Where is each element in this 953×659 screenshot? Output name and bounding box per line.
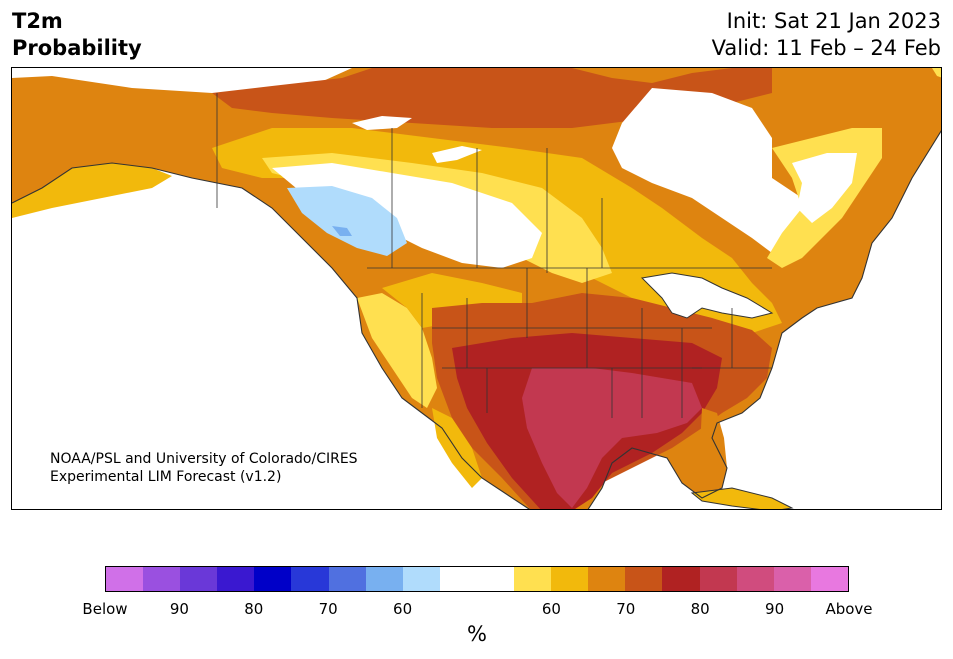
colorbar-swatch (662, 567, 700, 591)
colorbar-tick-label: 70 (616, 600, 636, 618)
colorbar-swatch (476, 567, 515, 591)
forecast-map: NOAA/PSL and University of Colorado/CIRE… (11, 67, 942, 510)
credit-text: NOAA/PSL and University of Colorado/CIRE… (50, 450, 358, 486)
region-sw-yellow (357, 293, 437, 408)
political-borders (216, 93, 772, 418)
colorbar-swatch (625, 567, 663, 591)
colorbar-swatch (328, 567, 366, 591)
colorbar-tick-label: 60 (393, 600, 413, 618)
colorbar-swatch (291, 567, 329, 591)
init-date: Init: Sat 21 Jan 2023 (726, 9, 941, 33)
colorbar-tick-label: Above (825, 600, 873, 618)
colorbar-swatch (699, 567, 737, 591)
colorbar-swatch (810, 567, 848, 591)
great-lakes (640, 272, 774, 319)
colorbar-tick-label: 60 (541, 600, 561, 618)
product-label: Probability (12, 36, 142, 60)
credit-line-1: NOAA/PSL and University of Colorado/CIRE… (50, 451, 358, 467)
colorbar-tick-label: 90 (765, 600, 785, 618)
colorbar-unit: % (467, 622, 487, 646)
colorbar-swatch (217, 567, 255, 591)
region-quebec-white (792, 153, 857, 223)
colorbar-swatch (551, 567, 589, 591)
colorbar-swatch (143, 567, 181, 591)
variable-label: T2m (12, 9, 63, 33)
greenland-edge (932, 68, 941, 78)
region-florida (700, 408, 727, 488)
colorbar-swatch (773, 567, 811, 591)
map-title: T2m Probability (12, 8, 142, 62)
credit-line-2: Experimental LIM Forecast (v1.2) (50, 469, 282, 485)
map-canvas (12, 68, 941, 509)
colorbar-tick-label: 90 (169, 600, 189, 618)
colorbar-tick-label: 80 (690, 600, 710, 618)
colorbar-swatch (514, 567, 552, 591)
region-gulf-crimson (522, 368, 702, 508)
colorbar-swatch (588, 567, 626, 591)
coastline (12, 130, 941, 509)
arctic-lake-2 (432, 146, 482, 163)
arctic-lake-1 (352, 116, 412, 130)
region-below-normal-bc (287, 186, 407, 256)
region-below-normal-bc-core (332, 226, 352, 236)
cuba (690, 487, 794, 509)
forecast-dates: Init: Sat 21 Jan 2023 Valid: 11 Feb – 24… (712, 8, 941, 62)
region-alaska-yellow (12, 163, 172, 218)
colorbar-swatch (365, 567, 403, 591)
colorbar-swatch (439, 567, 477, 591)
valid-range: Valid: 11 Feb – 24 Feb (711, 36, 941, 60)
colorbar-swatch (180, 567, 218, 591)
colorbar-swatch (402, 567, 440, 591)
colorbar-swatch (106, 567, 144, 591)
region-mexico-west (432, 408, 482, 488)
colorbar-swatch (736, 567, 774, 591)
colorbar-tick-label: 70 (318, 600, 338, 618)
colorbar-swatch (254, 567, 292, 591)
hudson-bay (612, 88, 812, 253)
colorbar (105, 566, 849, 592)
colorbar-tick-label: Below (82, 600, 128, 618)
colorbar-tick-label: 80 (244, 600, 264, 618)
